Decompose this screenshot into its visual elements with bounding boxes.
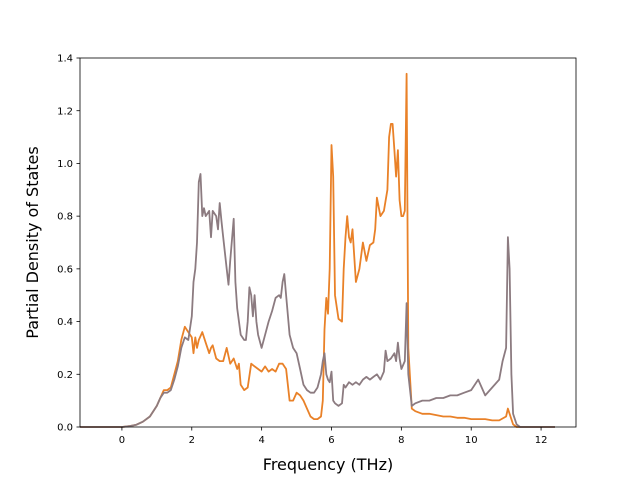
y-tick-label: 0.0 — [57, 423, 73, 434]
y-tick-label: 1.0 — [57, 159, 73, 170]
y-tick-label: 0.8 — [57, 212, 73, 223]
x-axis-ticks: 0 2 4 6 8 10 12 — [119, 427, 548, 446]
series-layer — [80, 72, 555, 428]
series-line-2 — [80, 173, 555, 428]
x-tick-label: 6 — [328, 435, 334, 446]
plot-frame — [79, 57, 577, 428]
x-tick-label: 10 — [465, 435, 478, 446]
x-tick-label: 2 — [189, 435, 195, 446]
y-tick-label: 1.4 — [57, 54, 73, 65]
y-axis-label: Partial Density of States — [23, 146, 42, 338]
y-axis-ticks: 0.0 0.2 0.4 0.6 0.8 1.0 1.2 1.4 — [57, 54, 80, 434]
y-tick-label: 0.6 — [57, 264, 73, 275]
x-tick-label: 4 — [258, 435, 264, 446]
y-tick-label: 0.2 — [57, 370, 73, 381]
x-tick-label: 12 — [535, 435, 548, 446]
y-tick-label: 0.4 — [57, 317, 73, 328]
x-tick-label: 8 — [398, 435, 404, 446]
y-tick-label: 1.2 — [57, 106, 73, 117]
x-tick-label: 0 — [119, 435, 125, 446]
x-axis-label: Frequency (THz) — [263, 455, 393, 474]
